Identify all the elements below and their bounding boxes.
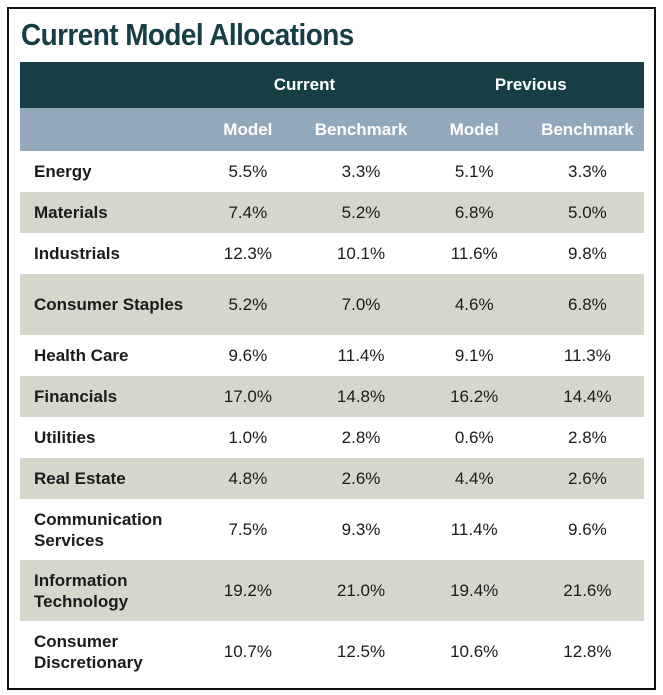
current-model-cell: 7.5% bbox=[228, 519, 268, 539]
previous-benchmark-cell: 21.6% bbox=[530, 560, 644, 621]
current-benchmark-cell: 10.1% bbox=[336, 243, 386, 263]
previous-benchmark-cell: 12.8% bbox=[563, 641, 612, 661]
table-row: Utilities 1.0% 2.8% 0.6% 2.8% bbox=[20, 417, 644, 458]
column-header-previous-model: Model bbox=[417, 108, 531, 151]
sector-column-header-blank bbox=[20, 108, 192, 151]
current-model-cell: 5.5% bbox=[228, 161, 268, 181]
current-model-cell: 4.8% bbox=[191, 458, 305, 499]
previous-benchmark-cell: 9.8% bbox=[568, 243, 607, 263]
page-title: Current Model Allocations bbox=[21, 17, 354, 52]
previous-model-cell: 4.4% bbox=[417, 458, 531, 499]
previous-model-cell: 6.8% bbox=[417, 192, 531, 233]
group-header-current: Current bbox=[191, 62, 418, 108]
sector-label: Information Technology bbox=[20, 560, 192, 621]
sector-label: Consumer Discretionary bbox=[34, 631, 143, 672]
sector-label: Consumer Staples bbox=[20, 274, 192, 335]
table-row: Materials 7.4% 5.2% 6.8% 5.0% bbox=[20, 192, 644, 233]
previous-model-cell: 16.2% bbox=[417, 376, 531, 417]
table-row: Consumer Discretionary 10.7% 12.5% 10.6%… bbox=[20, 621, 644, 682]
current-model-cell: 1.0% bbox=[228, 427, 268, 447]
current-model-cell: 5.2% bbox=[191, 274, 305, 335]
previous-model-cell: 10.6% bbox=[450, 641, 499, 661]
previous-benchmark-cell: 6.8% bbox=[530, 274, 644, 335]
table-row: Consumer Staples 5.2% 7.0% 4.6% 6.8% bbox=[20, 274, 644, 335]
table-row: Financials 17.0% 14.8% 16.2% 14.4% bbox=[20, 376, 644, 417]
current-benchmark-cell: 2.8% bbox=[341, 427, 381, 447]
current-benchmark-cell: 3.3% bbox=[341, 161, 381, 181]
previous-model-cell: 11.6% bbox=[450, 243, 498, 263]
current-model-cell: 19.2% bbox=[191, 560, 305, 621]
sector-label: Utilities bbox=[34, 428, 96, 447]
allocations-table: Current Previous Model Benchmark Model B… bbox=[20, 62, 644, 682]
column-header-current-model: Model bbox=[191, 108, 305, 151]
table-row: Real Estate 4.8% 2.6% 4.4% 2.6% bbox=[20, 458, 644, 499]
sector-label: Health Care bbox=[34, 346, 129, 365]
previous-model-cell: 5.1% bbox=[454, 161, 494, 181]
current-benchmark-cell: 7.0% bbox=[304, 274, 418, 335]
table-row: Communication Services 7.5% 9.3% 11.4% 9… bbox=[20, 499, 644, 560]
sector-label: Real Estate bbox=[20, 458, 192, 499]
column-header-previous-benchmark: Benchmark bbox=[530, 108, 644, 151]
current-benchmark-cell: 14.8% bbox=[304, 376, 418, 417]
previous-benchmark-cell: 2.6% bbox=[530, 458, 644, 499]
current-model-cell: 12.3% bbox=[223, 243, 272, 263]
previous-benchmark-cell: 5.0% bbox=[530, 192, 644, 233]
column-header-current-benchmark: Benchmark bbox=[304, 108, 418, 151]
allocations-panel: Current Model Allocations Current Previo… bbox=[7, 7, 656, 690]
table-row: Health Care 9.6% 11.4% 9.1% 11.3% bbox=[20, 335, 644, 376]
current-benchmark-cell: 5.2% bbox=[304, 192, 418, 233]
table-row: Information Technology 19.2% 21.0% 19.4%… bbox=[20, 560, 644, 621]
current-benchmark-cell: 21.0% bbox=[304, 560, 418, 621]
previous-model-cell: 9.1% bbox=[454, 345, 494, 365]
sector-label: Communication Services bbox=[34, 509, 163, 550]
previous-model-cell: 4.6% bbox=[417, 274, 531, 335]
sector-group-header-blank bbox=[20, 62, 192, 108]
previous-model-cell: 11.4% bbox=[450, 519, 498, 539]
current-benchmark-cell: 2.6% bbox=[304, 458, 418, 499]
previous-benchmark-cell: 2.8% bbox=[568, 427, 607, 447]
previous-model-cell: 0.6% bbox=[454, 427, 494, 447]
previous-model-cell: 19.4% bbox=[417, 560, 531, 621]
previous-benchmark-cell: 3.3% bbox=[568, 161, 607, 181]
current-benchmark-cell: 12.5% bbox=[336, 641, 386, 661]
current-benchmark-cell: 9.3% bbox=[341, 519, 381, 539]
sector-label: Financials bbox=[20, 376, 192, 417]
previous-benchmark-cell: 9.6% bbox=[568, 519, 607, 539]
previous-benchmark-cell: 14.4% bbox=[530, 376, 644, 417]
table-row: Energy 5.5% 3.3% 5.1% 3.3% bbox=[20, 151, 644, 192]
current-model-cell: 9.6% bbox=[228, 345, 268, 365]
current-model-cell: 7.4% bbox=[191, 192, 305, 233]
sector-label: Materials bbox=[20, 192, 192, 233]
group-header-row: Current Previous bbox=[20, 62, 644, 108]
column-header-row: Model Benchmark Model Benchmark bbox=[20, 108, 644, 151]
current-model-cell: 10.7% bbox=[223, 641, 272, 661]
table-row: Industrials 12.3% 10.1% 11.6% 9.8% bbox=[20, 233, 644, 274]
current-model-cell: 17.0% bbox=[191, 376, 305, 417]
sector-label: Industrials bbox=[34, 244, 120, 263]
group-header-previous: Previous bbox=[417, 62, 644, 108]
current-benchmark-cell: 11.4% bbox=[337, 345, 385, 365]
previous-benchmark-cell: 11.3% bbox=[563, 345, 611, 365]
sector-label: Energy bbox=[34, 162, 92, 181]
